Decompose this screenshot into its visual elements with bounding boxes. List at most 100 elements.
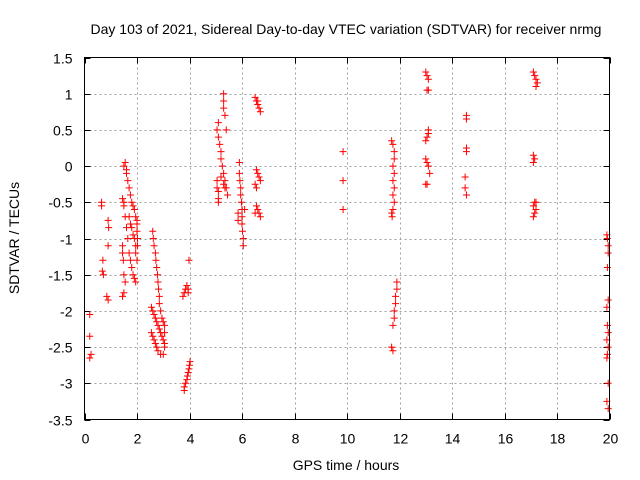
data-point xyxy=(241,206,249,214)
data-point xyxy=(124,177,132,185)
data-point xyxy=(154,278,162,286)
data-point xyxy=(99,271,107,279)
data-point xyxy=(153,271,161,279)
data-point xyxy=(422,68,430,76)
data-point xyxy=(388,209,396,217)
data-point xyxy=(256,177,264,185)
data-point xyxy=(105,224,113,232)
data-point xyxy=(149,235,157,242)
data-point xyxy=(254,97,262,105)
y-tick-label: -0.5 xyxy=(48,195,72,211)
data-point xyxy=(216,140,224,148)
data-point xyxy=(213,184,221,192)
data-point xyxy=(388,213,396,221)
data-point xyxy=(180,387,188,395)
data-point xyxy=(154,347,162,355)
data-point xyxy=(186,358,194,366)
data-point xyxy=(236,177,244,185)
x-tick-label: 20 xyxy=(603,431,619,447)
data-point xyxy=(104,216,112,224)
data-point xyxy=(130,274,138,282)
data-point xyxy=(120,271,128,279)
data-point xyxy=(186,361,193,369)
data-point xyxy=(159,336,167,344)
data-point xyxy=(423,133,431,141)
data-point xyxy=(150,311,158,319)
x-tick-label: 16 xyxy=(498,431,514,447)
data-point xyxy=(531,72,539,80)
data-point xyxy=(151,249,159,257)
data-point xyxy=(529,68,537,76)
data-point xyxy=(255,173,263,181)
data-point xyxy=(157,307,165,315)
data-point xyxy=(86,332,94,340)
data-point xyxy=(104,242,112,250)
x-tick-label: 12 xyxy=(393,431,409,447)
data-point xyxy=(393,278,401,286)
data-point xyxy=(130,235,138,242)
data-point xyxy=(426,169,434,177)
data-point xyxy=(604,343,612,351)
data-point xyxy=(125,213,133,221)
data-point xyxy=(120,162,128,170)
y-tick-label: -1 xyxy=(60,232,73,248)
data-point xyxy=(119,195,127,203)
data-point xyxy=(119,256,127,264)
data-point xyxy=(423,158,431,166)
data-point xyxy=(422,155,430,163)
data-point xyxy=(133,256,141,264)
data-point xyxy=(103,292,111,300)
data-point xyxy=(388,137,396,145)
data-point xyxy=(389,162,397,170)
data-point xyxy=(532,82,540,90)
data-point xyxy=(185,365,193,373)
data-point xyxy=(604,379,612,387)
data-point xyxy=(161,321,169,329)
data-point xyxy=(128,263,136,271)
y-tick-label: 0 xyxy=(65,159,73,175)
data-point xyxy=(121,278,129,286)
data-point xyxy=(531,155,539,163)
data-point xyxy=(237,191,245,199)
data-point xyxy=(252,184,260,192)
data-point xyxy=(128,224,136,232)
data-point xyxy=(238,213,246,221)
data-point xyxy=(214,133,222,141)
data-point xyxy=(234,216,242,224)
data-point xyxy=(604,405,612,413)
data-point xyxy=(99,256,107,264)
data-point xyxy=(155,325,163,333)
y-tick-label: 1 xyxy=(65,87,73,103)
x-tick-labels: 0 2 4 6 8 10 12 14 16 18 20 xyxy=(82,431,619,447)
data-point xyxy=(220,90,228,98)
data-point xyxy=(529,202,537,210)
data-point xyxy=(532,198,540,206)
data-point xyxy=(150,242,158,250)
y-tick-label: 0.5 xyxy=(53,123,73,139)
data-point xyxy=(129,231,137,239)
data-point xyxy=(339,177,347,185)
data-point xyxy=(133,227,141,235)
data-point xyxy=(147,329,155,337)
data-point xyxy=(389,347,397,355)
data-point xyxy=(132,213,140,221)
data-point xyxy=(150,336,158,344)
data-point xyxy=(239,227,247,235)
data-point xyxy=(254,206,262,214)
data-point xyxy=(224,191,232,199)
data-point xyxy=(532,75,540,83)
data-point xyxy=(389,177,397,185)
data-point xyxy=(235,158,243,166)
data-point xyxy=(98,202,106,210)
data-point xyxy=(237,198,245,206)
data-point xyxy=(129,202,137,210)
x-tick-label: 6 xyxy=(239,431,247,447)
data-point xyxy=(239,235,247,242)
data-point xyxy=(153,343,161,351)
data-point xyxy=(235,169,243,177)
data-point xyxy=(423,72,431,80)
data-point xyxy=(125,249,133,257)
data-point xyxy=(339,206,347,214)
data-point xyxy=(149,227,157,235)
data-point xyxy=(182,379,190,387)
